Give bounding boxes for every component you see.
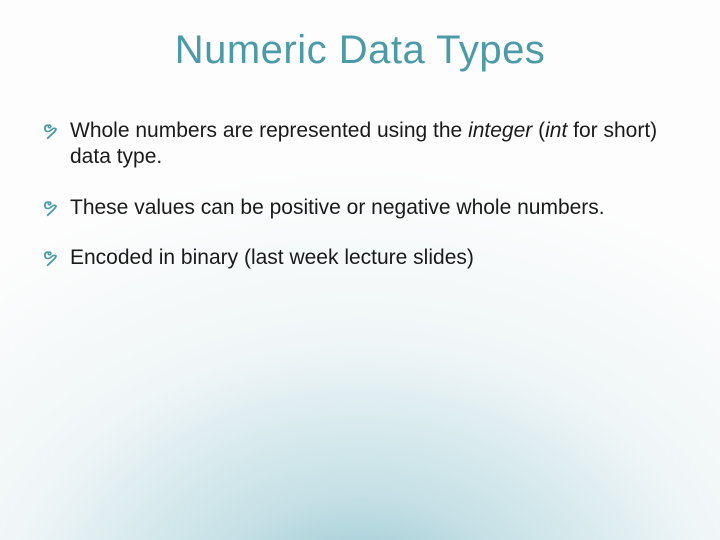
text-run: These values can be positive or negative… xyxy=(70,196,605,219)
slide-title: Numeric Data Types xyxy=(0,28,720,73)
text-run-italic: int xyxy=(545,119,567,142)
bullet-text: Whole numbers are represented using the … xyxy=(70,119,657,168)
bullet-text: These values can be positive or negative… xyxy=(70,196,605,219)
bullet-icon: ຯ xyxy=(42,247,58,267)
slide: Numeric Data Types ຯ Whole numbers are r… xyxy=(0,0,720,540)
slide-body: ຯ Whole numbers are represented using th… xyxy=(42,118,660,295)
text-run: Encoded in binary (last week lecture sli… xyxy=(70,246,474,269)
bullet-item: ຯ Encoded in binary (last week lecture s… xyxy=(42,245,660,271)
bullet-item: ຯ Whole numbers are represented using th… xyxy=(42,118,660,171)
bullet-icon: ຯ xyxy=(42,197,58,217)
bullet-icon: ຯ xyxy=(42,120,58,140)
bullet-text: Encoded in binary (last week lecture sli… xyxy=(70,246,474,269)
bullet-item: ຯ These values can be positive or negati… xyxy=(42,195,660,221)
text-run: Whole numbers are represented using the xyxy=(70,119,468,142)
text-run: ( xyxy=(532,119,545,142)
text-run-italic: integer xyxy=(468,119,532,142)
